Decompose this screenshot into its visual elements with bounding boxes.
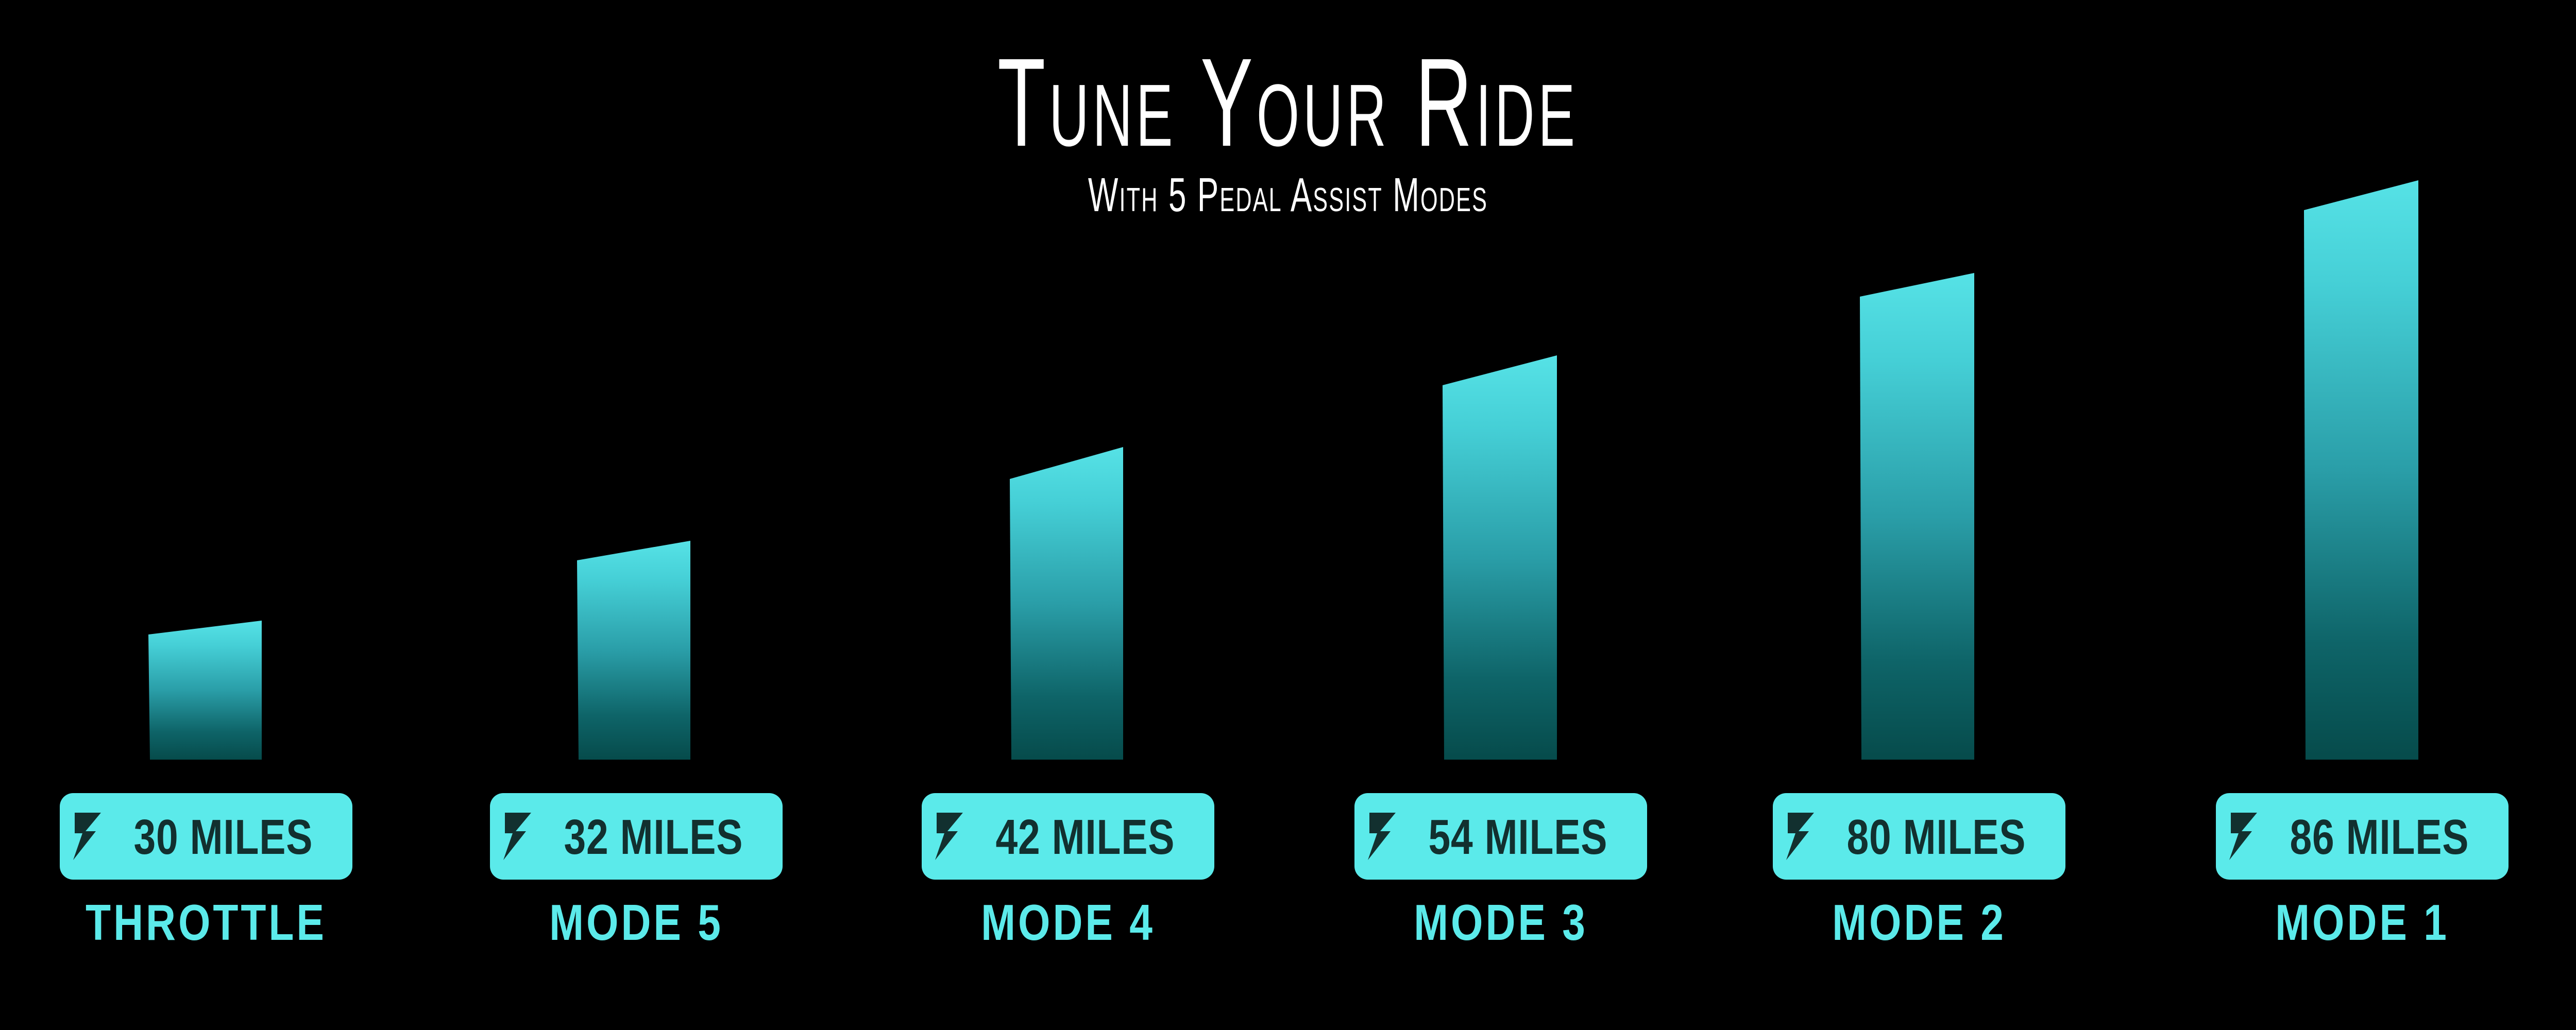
range-value: 80 MILES xyxy=(1846,810,2026,865)
lightning-bolt-icon xyxy=(73,813,101,860)
lightning-bolt-icon xyxy=(2229,813,2257,860)
bar xyxy=(2304,180,2418,760)
bar xyxy=(1860,273,1974,760)
page-title: Tune Your Ride xyxy=(997,32,1579,173)
bar-label-column: 80 MILES MODE 2 xyxy=(1744,793,2094,948)
range-badge[interactable]: 86 MILES xyxy=(2215,793,2509,880)
bars-group xyxy=(148,180,2418,760)
range-value: 86 MILES xyxy=(2290,810,2469,865)
range-badge[interactable]: 80 MILES xyxy=(1772,793,2066,880)
lightning-bolt-icon xyxy=(503,813,531,860)
range-badge[interactable]: 54 MILES xyxy=(1354,793,1648,880)
bar-label-column: 54 MILES MODE 3 xyxy=(1326,793,1676,948)
lightning-bolt-icon xyxy=(935,813,963,860)
range-badge[interactable]: 30 MILES xyxy=(59,793,353,880)
bar-label-column: 32 MILES MODE 5 xyxy=(461,793,811,948)
mode-label: MODE 1 xyxy=(2275,894,2449,951)
mode-label: MODE 5 xyxy=(549,894,723,951)
mode-label: MODE 3 xyxy=(1414,894,1588,951)
mode-label: MODE 2 xyxy=(1832,894,2006,951)
range-badge[interactable]: 42 MILES xyxy=(921,793,1215,880)
lightning-bolt-icon xyxy=(1367,813,1396,860)
range-value: 32 MILES xyxy=(564,810,743,865)
page-subtitle: With 5 Pedal Assist Modes xyxy=(1088,168,1488,222)
bar xyxy=(148,621,262,760)
mode-label: MODE 4 xyxy=(981,894,1155,951)
range-value: 42 MILES xyxy=(995,810,1175,865)
range-value: 54 MILES xyxy=(1428,810,1607,865)
bar xyxy=(1010,447,1123,760)
mode-label: THROTTLE xyxy=(86,894,327,951)
bar-label-column: 42 MILES MODE 4 xyxy=(893,793,1243,948)
bar xyxy=(577,541,690,760)
lightning-bolt-icon xyxy=(1786,813,1814,860)
range-value: 30 MILES xyxy=(133,810,313,865)
bar-label-column: 86 MILES MODE 1 xyxy=(2187,793,2537,948)
bar xyxy=(1443,355,1557,760)
header: Tune Your Ride With 5 Pedal Assist Modes xyxy=(0,0,2576,218)
bar-label-column: 30 MILES THROTTLE xyxy=(31,793,381,948)
range-badge[interactable]: 32 MILES xyxy=(489,793,783,880)
